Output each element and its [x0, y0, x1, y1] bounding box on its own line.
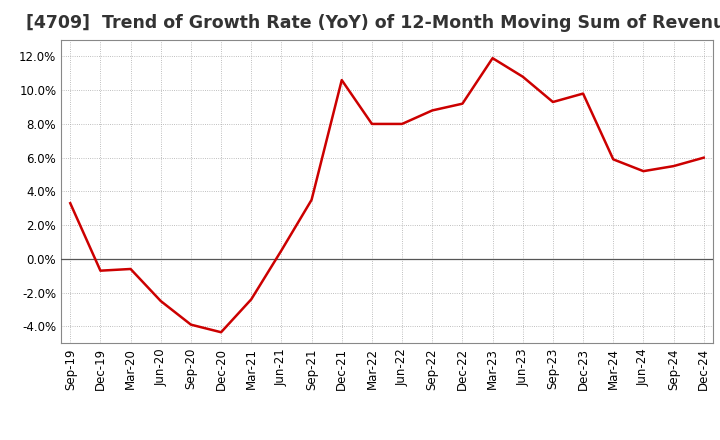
- Title: [4709]  Trend of Growth Rate (YoY) of 12-Month Moving Sum of Revenues: [4709] Trend of Growth Rate (YoY) of 12-…: [26, 15, 720, 33]
